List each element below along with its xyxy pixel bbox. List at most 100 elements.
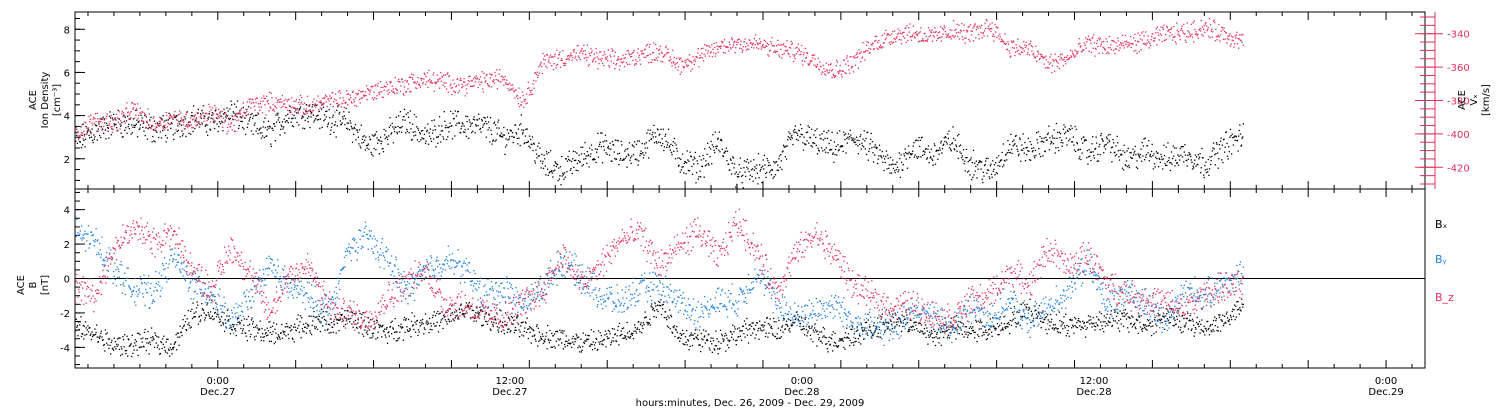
bx-point [159, 353, 161, 355]
density-point [325, 110, 327, 113]
density-point [589, 147, 591, 149]
velocity-point [452, 79, 454, 81]
density-point [330, 129, 332, 131]
bx-point [335, 332, 337, 334]
density-point [750, 169, 753, 171]
velocity-point [496, 88, 499, 90]
velocity-point [428, 79, 431, 81]
density-point [733, 167, 735, 169]
velocity-point [840, 73, 843, 76]
velocity-point [1140, 49, 1142, 51]
density-point [650, 138, 652, 141]
bx-point [285, 323, 288, 325]
density-point [125, 127, 127, 129]
density-point [805, 143, 807, 146]
velocity-point [362, 94, 365, 96]
bx-point [265, 331, 267, 334]
density-point [468, 137, 470, 140]
velocity-point [823, 73, 826, 75]
velocity-point [393, 91, 395, 93]
bx-point [116, 345, 118, 348]
density-point [931, 158, 933, 160]
velocity-point [1150, 39, 1152, 41]
bx-point [273, 342, 275, 345]
bx-point [365, 332, 368, 334]
velocity-point [1219, 40, 1221, 42]
velocity-point [315, 115, 317, 118]
velocity-point [1065, 56, 1067, 58]
density-point [1241, 137, 1243, 139]
density-point [990, 163, 992, 165]
velocity-point [202, 105, 204, 107]
bx-point [111, 339, 113, 342]
velocity-point [782, 44, 784, 46]
velocity-point [841, 76, 843, 78]
bx-point [361, 333, 364, 335]
density-point [1024, 141, 1026, 144]
velocity-point [347, 93, 350, 95]
bx-point [456, 314, 458, 317]
density-point [539, 147, 541, 149]
velocity-point [1072, 53, 1075, 56]
velocity-point [1020, 47, 1022, 49]
velocity-point [1074, 49, 1076, 51]
density-point [534, 162, 537, 164]
density-point [278, 116, 280, 119]
velocity-point [946, 35, 948, 37]
velocity-point [589, 55, 591, 57]
velocity-point [91, 124, 94, 126]
density-point [1040, 140, 1042, 143]
velocity-point [313, 98, 315, 100]
bx-point [464, 316, 466, 318]
density-point [389, 117, 391, 119]
velocity-point [677, 69, 679, 71]
density-point [729, 169, 731, 171]
bx-point [306, 323, 309, 326]
velocity-point [815, 65, 817, 67]
velocity-point [280, 106, 282, 109]
bx-point [431, 316, 434, 319]
velocity-point [519, 97, 521, 99]
velocity-point [411, 76, 413, 79]
density-point [381, 140, 383, 143]
density-point [134, 124, 136, 127]
density-point [845, 152, 847, 154]
density-point [588, 166, 590, 168]
velocity-point [450, 87, 452, 89]
density-point [364, 149, 367, 151]
density-point [1098, 143, 1101, 146]
density-point [378, 153, 381, 155]
density-point [448, 126, 451, 128]
velocity-point [89, 120, 91, 123]
density-point [1135, 166, 1138, 168]
density-point [282, 128, 284, 130]
density-axis-label-3: [cm⁻³] [52, 84, 63, 116]
density-point [180, 120, 182, 122]
density-point [880, 155, 882, 157]
density-point [933, 155, 935, 157]
velocity-point [952, 34, 954, 37]
velocity-point [913, 32, 915, 35]
density-point [886, 168, 888, 170]
density-point [951, 143, 953, 145]
velocity-point [433, 90, 435, 92]
density-point [1056, 137, 1058, 140]
density-point [1047, 133, 1049, 136]
velocity-point [418, 83, 420, 85]
bx-point [358, 332, 360, 334]
velocity-point [351, 102, 353, 104]
density-point [971, 162, 973, 164]
velocity-point [684, 60, 686, 62]
bx-point [81, 332, 83, 335]
density-point [594, 148, 597, 150]
velocity-point [1204, 31, 1206, 33]
density-point [320, 108, 323, 110]
velocity-point [277, 112, 279, 114]
density-point [782, 150, 784, 152]
velocity-point [272, 103, 274, 106]
velocity-point [218, 108, 220, 111]
density-point [1075, 128, 1077, 131]
velocity-point [263, 95, 265, 97]
bx-point [475, 312, 477, 314]
velocity-point [881, 34, 883, 36]
